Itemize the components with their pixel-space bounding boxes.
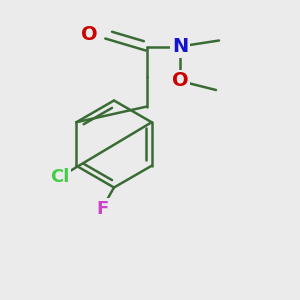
Text: N: N [172, 37, 188, 56]
Text: O: O [81, 25, 98, 44]
Text: Cl: Cl [50, 168, 70, 186]
Text: F: F [96, 200, 108, 217]
Text: O: O [172, 71, 188, 91]
